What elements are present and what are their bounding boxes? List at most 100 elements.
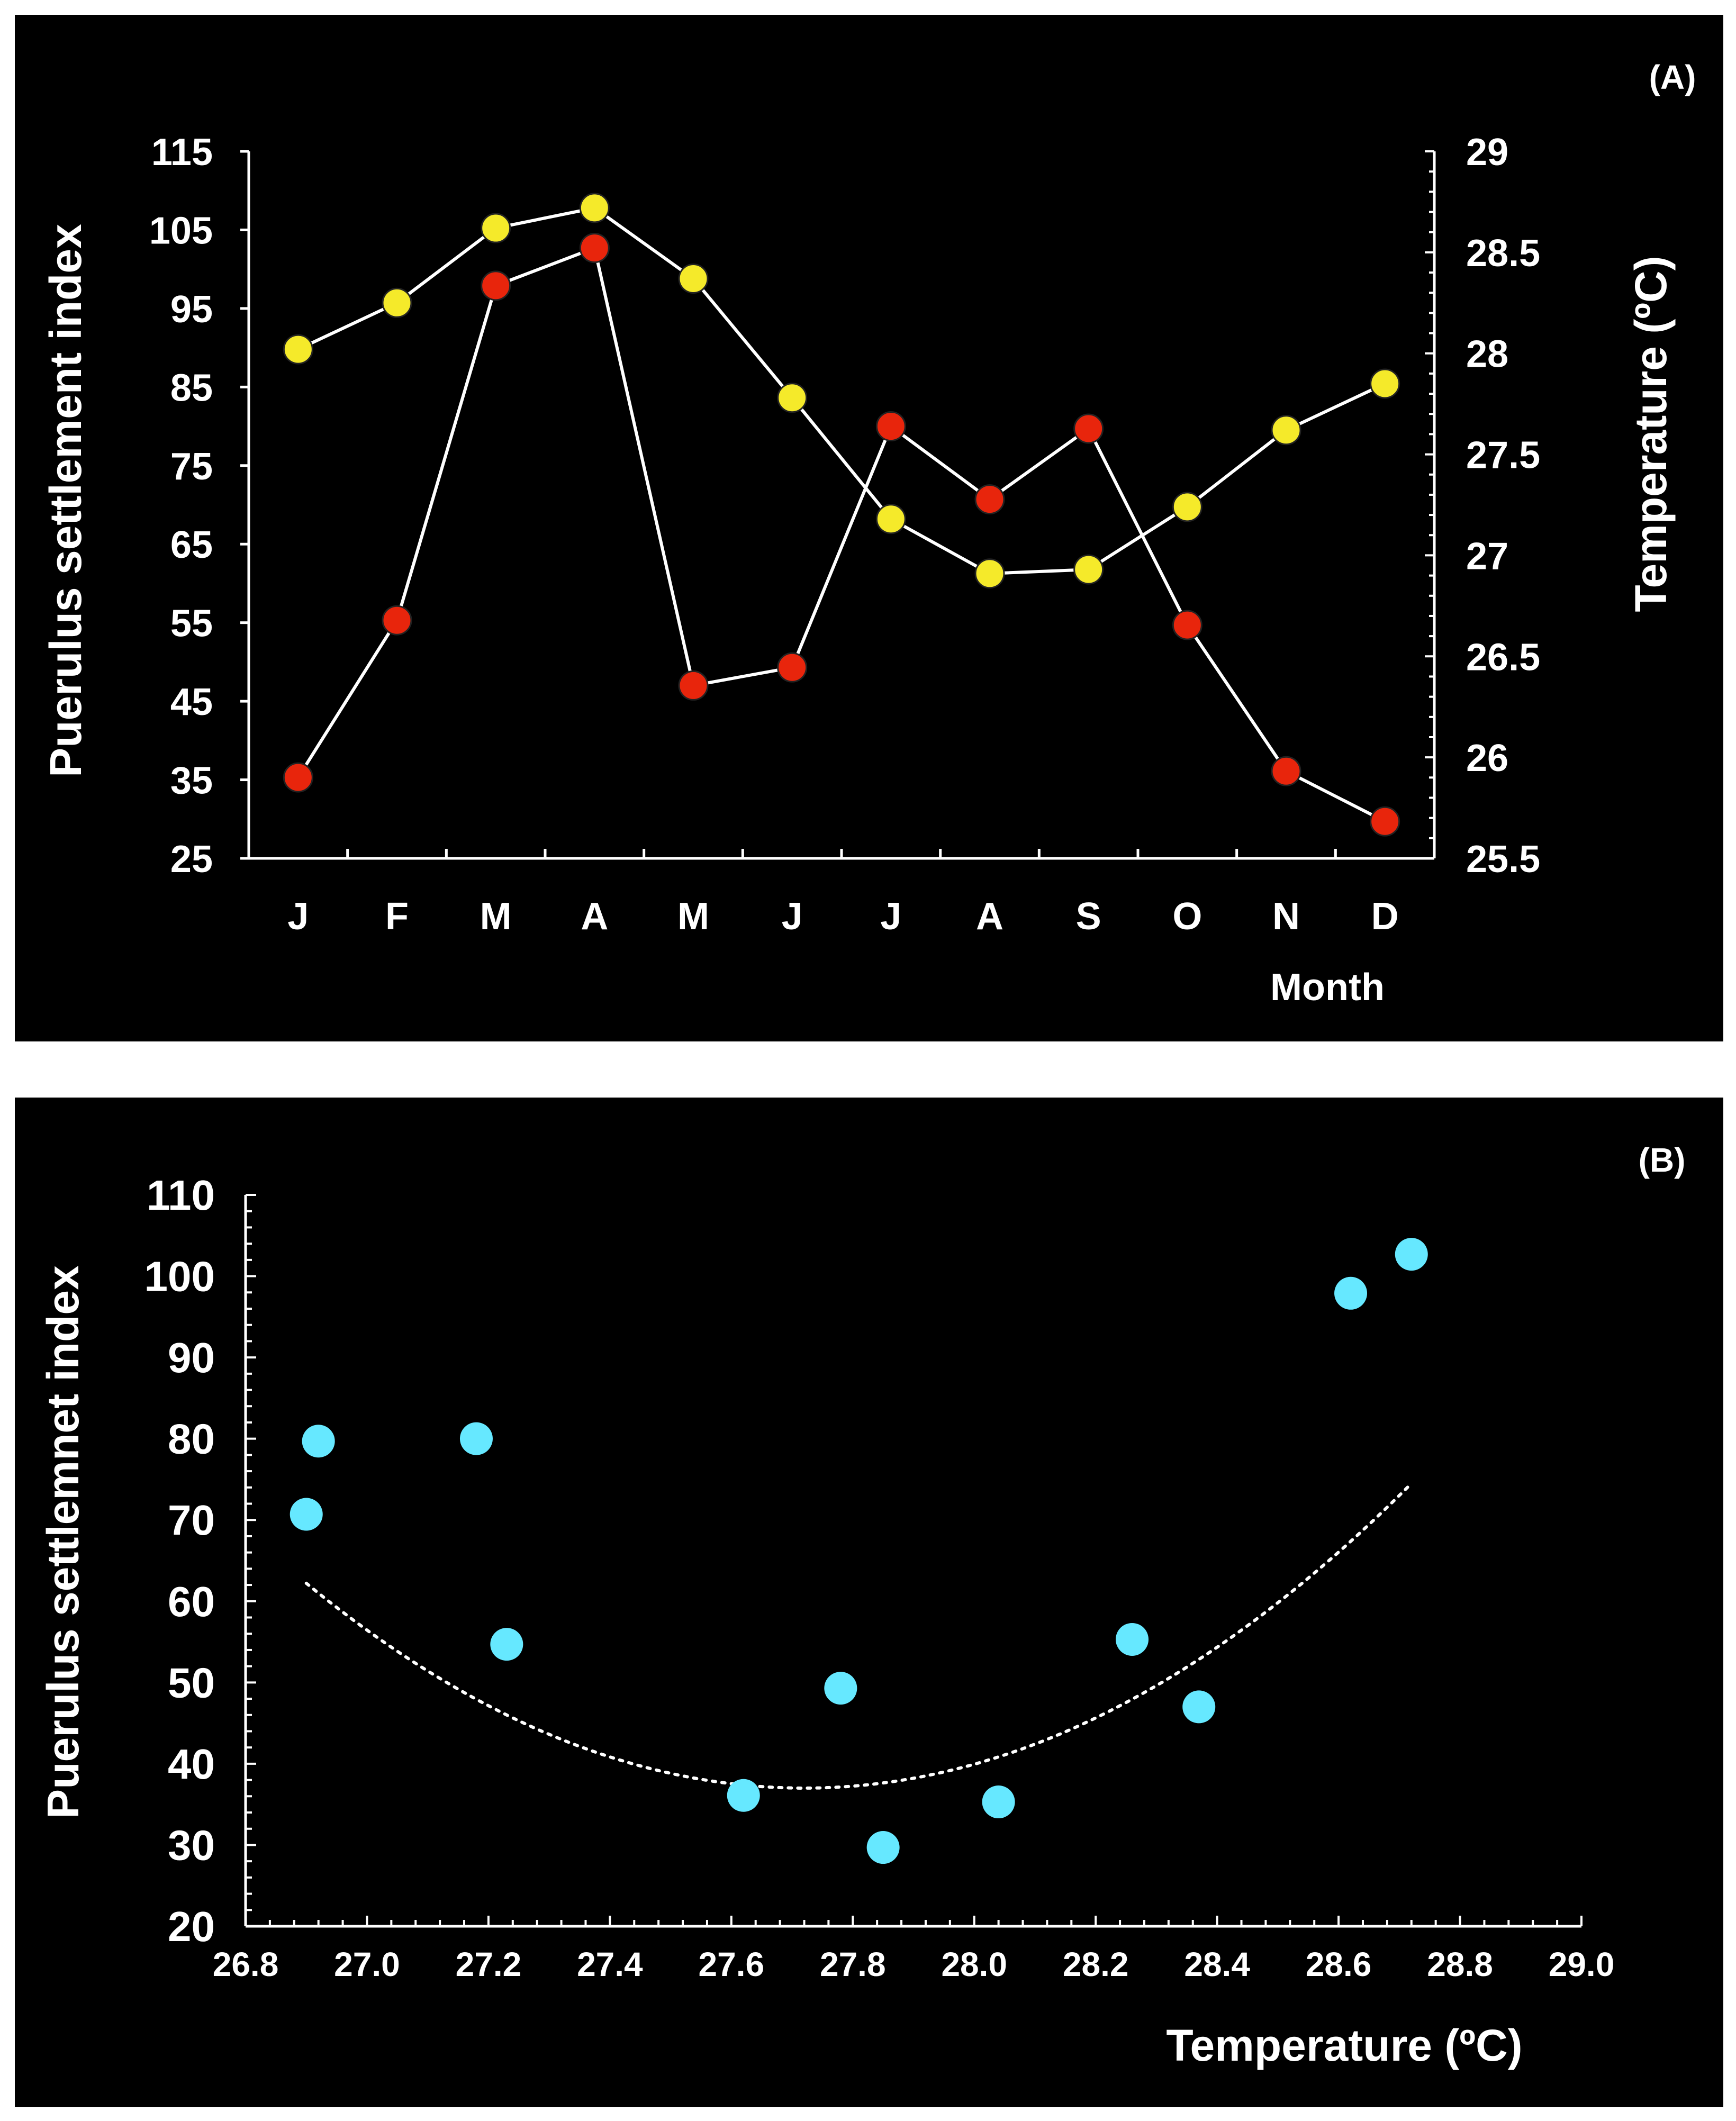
settlement-point — [875, 411, 906, 442]
x-tick-label-b: 27.2 — [456, 1945, 522, 1983]
scatter-point — [290, 1498, 323, 1531]
y-tick-label-right: 28.5 — [1466, 232, 1540, 275]
y-tick-label-b: 30 — [168, 1821, 215, 1869]
chart-b-svg: (B) Puerulus settlemnet index Temperatur… — [38, 1141, 1686, 2070]
y-tick-label-b: 70 — [168, 1497, 215, 1544]
axes-a: 25 35 45 55 65 75 85 95 105 115 25.5 26 26.5 27 27.5 28… — [149, 131, 1540, 938]
scatter-point — [1182, 1690, 1216, 1724]
temperature-point — [1370, 368, 1400, 399]
x-tick-label-b: 26.8 — [213, 1945, 279, 1983]
temperature-point — [579, 193, 610, 223]
y-tick-label-left: 65 — [170, 524, 213, 566]
scatter-point — [302, 1425, 335, 1458]
x-tick-label: O — [1172, 895, 1202, 938]
scatter-point — [727, 1779, 760, 1812]
settlement-point — [974, 484, 1005, 515]
scatter-point — [866, 1831, 900, 1864]
x-tick-label-b: 28.8 — [1427, 1945, 1493, 1983]
x-tick-label: M — [677, 895, 709, 938]
x-tick-label: A — [581, 895, 608, 938]
scatter-point — [1395, 1238, 1428, 1271]
temperature-point — [974, 558, 1005, 589]
x-tick-label: S — [1076, 895, 1101, 938]
x-tick-label: J — [287, 895, 309, 938]
temperature-point — [1172, 492, 1202, 522]
x-tick-label: N — [1272, 895, 1300, 938]
settlement-point — [1271, 756, 1301, 786]
y-tick-label-left: 105 — [149, 210, 213, 252]
y-tick-label-left: 25 — [170, 838, 213, 881]
x-tick-label: J — [782, 895, 803, 938]
settlement-point — [382, 605, 412, 636]
x-tick-label-b: 29.0 — [1549, 1945, 1615, 1983]
panel-a-label: (A) — [1649, 58, 1696, 96]
scatter-point — [824, 1672, 857, 1705]
x-axis-label-b: Temperature (ºC) — [1166, 2020, 1522, 2070]
settlement-point — [283, 762, 313, 793]
y-tick-label-right: 26.5 — [1466, 636, 1540, 678]
y-tick-label-right: 27.5 — [1466, 434, 1540, 477]
settlement-point — [1073, 413, 1104, 444]
y-axis-label-left: Puerulus settlement index — [41, 224, 91, 777]
scatter-point — [1334, 1276, 1368, 1310]
y-tick-label-left: 35 — [170, 760, 213, 802]
x-tick-label-b: 28.4 — [1184, 1945, 1250, 1983]
y-axis-label-b: Puerulus settlemnet index — [38, 1265, 88, 1819]
temperature-point — [283, 334, 313, 365]
x-tick-label-b: 27.8 — [820, 1945, 886, 1983]
panel-b-label: (B) — [1639, 1141, 1686, 1179]
y-tick-label-right: 27 — [1466, 535, 1508, 577]
settlement-point — [678, 670, 709, 701]
x-tick-label-b: 27.6 — [699, 1945, 765, 1983]
x-tick-label-b: 27.0 — [334, 1945, 400, 1983]
y-tick-label-left: 75 — [170, 446, 213, 488]
settlement-line — [296, 246, 1386, 823]
scatter-points — [290, 1238, 1428, 1864]
x-tick-label: J — [880, 895, 901, 938]
settlement-point — [579, 233, 610, 264]
scatter-point — [982, 1785, 1015, 1819]
trend-line — [304, 1482, 1413, 1790]
x-tick-label-b: 28.2 — [1063, 1945, 1129, 1983]
y-tick-label-right: 29 — [1466, 131, 1508, 174]
panel-a: (A) Puerulus settlement index Temperatur… — [15, 15, 1723, 1041]
chart-a-svg: (A) Puerulus settlement index Temperatur… — [41, 58, 1696, 1009]
y-tick-label-left: 95 — [170, 288, 213, 331]
settlement-point — [481, 270, 511, 301]
x-axis-label: Month — [1270, 966, 1385, 1009]
settlement-point — [1172, 610, 1202, 640]
y-tick-label-left: 45 — [170, 681, 213, 723]
settlement-point — [777, 652, 808, 683]
temperature-point — [382, 287, 412, 318]
x-tick-label: A — [976, 895, 1003, 938]
y-tick-label-left: 115 — [151, 131, 213, 174]
y-tick-label-b: 20 — [168, 1903, 215, 1950]
y-tick-label-b: 50 — [168, 1659, 215, 1706]
series-lines-a — [296, 206, 1386, 823]
y-tick-label-left: 85 — [170, 367, 213, 409]
y-tick-label-right: 28 — [1466, 333, 1508, 376]
x-tick-label: F — [385, 895, 409, 938]
x-tick-label: D — [1371, 895, 1399, 938]
y-tick-label-b: 60 — [168, 1578, 215, 1625]
y-axis-label-right: Temperature (ºC) — [1626, 256, 1676, 612]
temperature-point — [481, 213, 511, 243]
x-tick-label-b: 28.6 — [1306, 1945, 1372, 1983]
x-tick-label-b: 28.0 — [941, 1945, 1007, 1983]
axes-b: 20 30 40 50 60 70 80 90 100 110 26.8 27.0 27.2 27.4 27… — [144, 1172, 1615, 1983]
temperature-point — [875, 504, 906, 534]
series-points-a — [283, 193, 1400, 837]
x-tick-label-b: 27.4 — [577, 1945, 643, 1983]
y-tick-label-b: 80 — [168, 1416, 215, 1463]
x-tick-label: M — [480, 895, 512, 938]
temperature-point — [777, 383, 808, 413]
scatter-point — [1116, 1623, 1149, 1656]
temperature-line — [297, 206, 1386, 575]
y-tick-label-b: 100 — [144, 1253, 215, 1300]
scatter-point — [490, 1628, 523, 1661]
scatter-point — [459, 1422, 493, 1455]
settlement-point — [1370, 806, 1400, 837]
panel-b: (B) Puerulus settlemnet index Temperatur… — [15, 1098, 1723, 2107]
y-tick-label-b: 40 — [168, 1741, 215, 1788]
y-tick-label-right: 25.5 — [1466, 838, 1540, 881]
